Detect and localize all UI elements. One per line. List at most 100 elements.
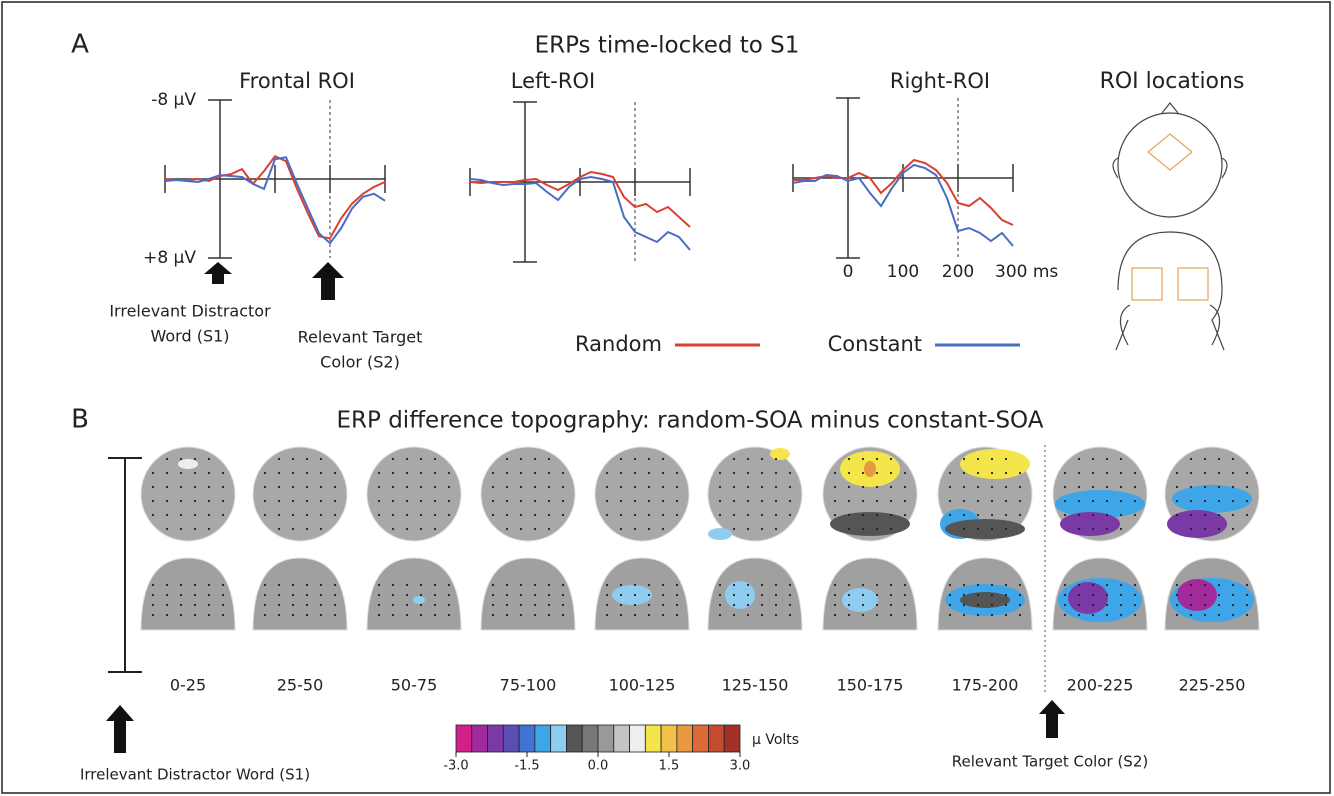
electrode bbox=[1119, 485, 1123, 489]
electrode bbox=[179, 613, 183, 617]
electrode bbox=[419, 513, 423, 517]
electrode bbox=[419, 613, 423, 617]
electrode bbox=[1105, 593, 1109, 597]
topomap bbox=[937, 446, 1033, 631]
electrode bbox=[1245, 471, 1249, 475]
colorbar-label: -1.5 bbox=[514, 759, 539, 774]
electrode bbox=[333, 583, 337, 587]
electrode bbox=[519, 485, 523, 489]
electrode bbox=[1245, 513, 1249, 517]
electrode bbox=[875, 593, 879, 597]
electrode bbox=[976, 499, 980, 503]
x-tick-label: 100 bbox=[887, 262, 919, 282]
electrode bbox=[151, 613, 155, 617]
electrode bbox=[1077, 471, 1081, 475]
electrode bbox=[889, 583, 893, 587]
colorbar-cell bbox=[629, 724, 646, 753]
electrode bbox=[151, 593, 155, 597]
electrode bbox=[718, 513, 722, 517]
electrode bbox=[519, 603, 523, 607]
electrode bbox=[647, 613, 651, 617]
electrode bbox=[788, 603, 792, 607]
electrode bbox=[875, 603, 879, 607]
topomap bbox=[1052, 446, 1148, 631]
electrode bbox=[1133, 593, 1137, 597]
electrode bbox=[391, 485, 395, 489]
head-back bbox=[480, 557, 576, 631]
electrode bbox=[633, 499, 637, 503]
electrode bbox=[305, 527, 309, 531]
electrode bbox=[165, 593, 169, 597]
electrode bbox=[277, 593, 281, 597]
colorbar-cell bbox=[597, 724, 615, 753]
electrode bbox=[1119, 583, 1123, 587]
electrode bbox=[746, 457, 750, 461]
electrode bbox=[1133, 471, 1137, 475]
topo-region bbox=[864, 461, 876, 477]
electrode bbox=[1189, 593, 1193, 597]
electrode bbox=[291, 513, 295, 517]
arrow bbox=[106, 705, 134, 753]
series-line bbox=[793, 158, 1014, 226]
colorbar-cell bbox=[644, 724, 662, 753]
electrode bbox=[561, 471, 565, 475]
electrode bbox=[1189, 527, 1193, 531]
topo-region bbox=[1060, 512, 1120, 536]
electrode bbox=[1091, 499, 1095, 503]
colorbar-cell bbox=[502, 724, 520, 753]
electrode bbox=[633, 583, 637, 587]
electrode bbox=[1133, 485, 1137, 489]
electrode bbox=[1203, 593, 1207, 597]
electrode bbox=[1119, 457, 1123, 461]
electrode bbox=[1217, 485, 1221, 489]
electrode bbox=[491, 471, 495, 475]
electrode bbox=[875, 513, 879, 517]
electrode bbox=[774, 485, 778, 489]
electrode bbox=[1189, 613, 1193, 617]
electrode bbox=[760, 485, 764, 489]
colorbar-cell bbox=[487, 724, 504, 753]
electrode bbox=[447, 613, 451, 617]
electrode bbox=[903, 485, 907, 489]
electrode bbox=[533, 613, 537, 617]
electrode bbox=[1077, 593, 1081, 597]
electrode bbox=[547, 471, 551, 475]
electrode bbox=[1231, 513, 1235, 517]
electrode bbox=[633, 471, 637, 475]
bin-label: 100-125 bbox=[609, 676, 676, 695]
electrode bbox=[847, 613, 851, 617]
electrode bbox=[519, 457, 523, 461]
electrode bbox=[207, 485, 211, 489]
electrode bbox=[962, 513, 966, 517]
electrode bbox=[391, 471, 395, 475]
electrode bbox=[990, 603, 994, 607]
electrode bbox=[1063, 593, 1067, 597]
electrode bbox=[746, 499, 750, 503]
electrode bbox=[833, 583, 837, 587]
electrode bbox=[619, 603, 623, 607]
electrode bbox=[1231, 603, 1235, 607]
electrode bbox=[291, 613, 295, 617]
electrode bbox=[165, 513, 169, 517]
electrode bbox=[447, 471, 451, 475]
colorbar-cell bbox=[676, 724, 694, 753]
electrode bbox=[718, 593, 722, 597]
electrode bbox=[746, 593, 750, 597]
electrode bbox=[1004, 471, 1008, 475]
arrow bbox=[1039, 700, 1065, 738]
electrode bbox=[263, 485, 267, 489]
electrode bbox=[1004, 613, 1008, 617]
electrode bbox=[547, 457, 551, 461]
topomap bbox=[1164, 446, 1260, 631]
head-back bbox=[366, 557, 462, 631]
topo-region bbox=[1068, 582, 1108, 614]
electrode bbox=[519, 471, 523, 475]
electrode bbox=[447, 583, 451, 587]
electrode bbox=[305, 457, 309, 461]
electrode bbox=[1217, 603, 1221, 607]
electrode bbox=[746, 613, 750, 617]
electrode bbox=[619, 583, 623, 587]
electrode bbox=[505, 485, 509, 489]
colorbar-cell bbox=[518, 724, 536, 753]
electrode bbox=[1091, 583, 1095, 587]
